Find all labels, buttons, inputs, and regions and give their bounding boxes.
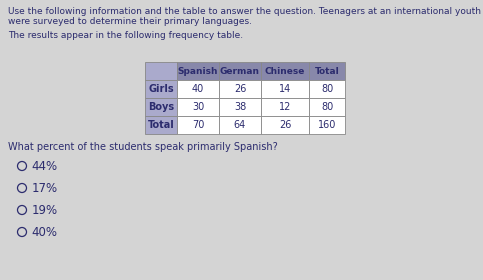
Text: Boys: Boys [148,102,174,112]
Bar [177,116,219,134]
Text: Total: Total [148,120,174,130]
Text: 70: 70 [192,120,204,130]
Bar [219,80,261,98]
Text: 17%: 17% [31,181,57,195]
Bar [309,116,345,134]
Text: 40: 40 [192,84,204,94]
Text: What percent of the students speak primarily Spanish?: What percent of the students speak prima… [8,142,278,152]
Text: Chinese: Chinese [265,67,305,76]
Bar [177,62,219,80]
Bar [309,80,345,98]
Bar [177,80,219,98]
Bar [177,98,219,116]
Text: Use the following information and the table to answer the question. Teenagers at: Use the following information and the ta… [8,7,483,16]
Text: 80: 80 [321,84,333,94]
Text: 19%: 19% [31,204,57,216]
Bar [219,98,261,116]
Text: 64: 64 [234,120,246,130]
Text: 80: 80 [321,102,333,112]
Bar [261,98,309,116]
Bar [261,116,309,134]
Text: 26: 26 [279,120,291,130]
Text: Spanish: Spanish [178,67,218,76]
Text: The results appear in the following frequency table.: The results appear in the following freq… [8,31,243,40]
Text: 40%: 40% [31,225,57,239]
Text: Total: Total [314,67,340,76]
Text: 26: 26 [234,84,246,94]
Bar [145,62,177,80]
Text: 12: 12 [279,102,291,112]
Text: Girls: Girls [148,84,174,94]
Text: 30: 30 [192,102,204,112]
Bar [145,116,177,134]
Bar [261,80,309,98]
Text: 14: 14 [279,84,291,94]
Text: 160: 160 [318,120,336,130]
Bar [145,98,177,116]
Bar [309,98,345,116]
Bar [145,80,177,98]
Bar [309,62,345,80]
Text: German: German [220,67,260,76]
Text: 44%: 44% [31,160,57,172]
Text: 38: 38 [234,102,246,112]
Bar [261,62,309,80]
Text: were surveyed to determine their primary languages.: were surveyed to determine their primary… [8,17,252,26]
Bar [219,116,261,134]
Bar [219,62,261,80]
